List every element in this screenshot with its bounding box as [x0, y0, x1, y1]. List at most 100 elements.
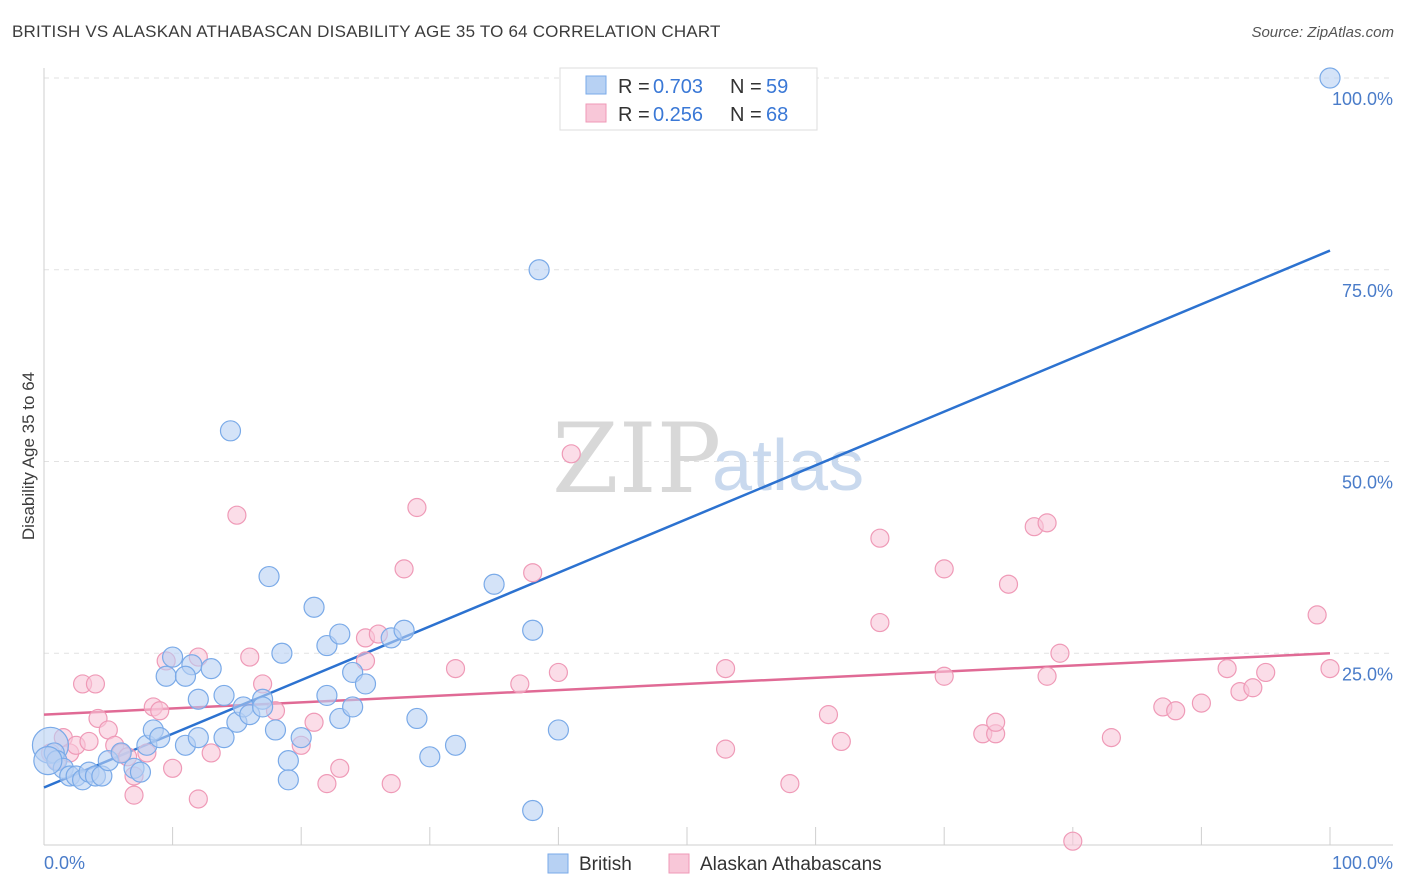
watermark-atlas: atlas	[712, 426, 864, 506]
legend-british-r-label: R =	[618, 76, 650, 98]
alaskan-point	[1050, 643, 1070, 663]
legend-british-r-value: 0.703	[653, 76, 703, 98]
legend-swatch-alaskan	[585, 103, 607, 123]
y-tick-label: 50.0%	[1342, 473, 1393, 493]
alaskan-point	[715, 739, 736, 759]
british-point	[213, 684, 235, 707]
british-point	[393, 619, 415, 641]
y-tick-label: 100.0%	[1332, 89, 1393, 109]
british-point	[162, 646, 184, 668]
bottom-legend-british: British	[579, 854, 632, 875]
alaskan-point	[998, 574, 1019, 594]
british-point	[213, 727, 235, 749]
british-point	[547, 719, 570, 741]
british-point	[129, 761, 152, 783]
chart-source: Source: ZipAtlas.com	[1251, 24, 1394, 41]
alaskan-point	[561, 444, 581, 464]
legend-alaskan-r-value: 0.256	[653, 104, 703, 126]
british-point	[483, 573, 505, 595]
alaskan-point	[1217, 658, 1237, 679]
alaskan-points	[40, 444, 1340, 851]
british-point	[444, 734, 467, 756]
alaskan-point	[381, 774, 401, 794]
alaskan-point	[355, 651, 376, 671]
legend-british-n-label: N =	[730, 76, 762, 98]
alaskan-point	[188, 789, 208, 809]
alaskan-point	[317, 774, 337, 794]
british-point	[33, 746, 63, 776]
alaskan-point	[1063, 831, 1083, 851]
british-point	[174, 665, 197, 687]
bottom-legend-swatch-alaskan	[668, 853, 690, 874]
alaskan-point	[304, 712, 324, 732]
legend-alaskan-n-label: N =	[730, 104, 762, 126]
alaskan-point	[510, 674, 530, 694]
legend-british-n-value: 59	[766, 76, 788, 98]
british-points	[31, 67, 1341, 822]
x-tick-label-min: 0.0%	[44, 853, 85, 873]
y-axis-label: Disability Age 35 to 64	[19, 372, 38, 540]
british-point	[110, 742, 132, 764]
alaskan-point	[780, 774, 800, 794]
alaskan-point	[1256, 662, 1276, 683]
y-tick-labels: 25.0% 50.0% 75.0% 100.0%	[1332, 89, 1393, 684]
alaskan-point	[870, 612, 890, 633]
british-point	[528, 259, 550, 281]
british-point	[316, 684, 338, 707]
alaskan-point	[548, 662, 569, 683]
y-tick-label: 75.0%	[1342, 281, 1393, 301]
alaskan-point	[85, 674, 106, 694]
alaskan-point	[79, 731, 99, 752]
legend-swatch-british	[585, 75, 607, 95]
british-point	[264, 719, 287, 741]
british-point	[290, 727, 312, 749]
bottom-legend: British Alaskan Athabascans	[547, 853, 882, 875]
alaskan-point	[1320, 658, 1340, 679]
british-point	[149, 727, 171, 749]
british-point	[406, 707, 428, 730]
alaskan-point	[1166, 701, 1186, 721]
british-point	[354, 673, 377, 695]
alaskan-point	[1191, 693, 1212, 713]
alaskan-point	[715, 658, 736, 679]
legend-alaskan-r-label: R =	[618, 104, 650, 126]
alaskan-point	[163, 758, 183, 778]
alaskan-point	[445, 658, 466, 679]
alaskan-point	[870, 528, 890, 548]
british-point	[187, 688, 209, 710]
axes	[43, 68, 1393, 846]
british-point	[419, 746, 441, 768]
british-point	[342, 696, 364, 718]
british-point	[522, 799, 544, 822]
chart-title: BRITISH VS ALASKAN ATHABASCAN DISABILITY…	[12, 22, 721, 41]
legend-alaskan-n-value: 68	[766, 104, 788, 126]
british-point	[303, 596, 325, 618]
alaskan-point	[330, 758, 350, 778]
british-point	[258, 565, 280, 588]
legend: R = 0.703 N = 59 R = 0.256 N = 68	[559, 67, 818, 131]
x-tick-label-max: 100.0%	[1332, 853, 1393, 873]
british-point	[252, 696, 274, 718]
alaskan-point	[986, 712, 1006, 732]
bottom-legend-alaskan: Alaskan Athabascans	[700, 854, 882, 875]
alaskan-point	[124, 785, 144, 805]
watermark-zip: ZIP	[552, 403, 721, 515]
british-point	[200, 657, 222, 680]
alaskan-point	[227, 505, 247, 525]
alaskan-point	[523, 563, 543, 583]
alaskan-point	[1037, 666, 1057, 686]
british-point	[1319, 67, 1341, 89]
british-point	[329, 623, 351, 645]
y-tick-label: 25.0%	[1342, 664, 1393, 684]
alaskan-point	[1243, 678, 1263, 698]
alaskan-point	[407, 497, 427, 518]
alaskan-point	[831, 731, 851, 752]
british-point	[522, 619, 544, 641]
british-point	[187, 727, 209, 749]
alaskan-point	[934, 666, 954, 686]
alaskan-point	[934, 559, 954, 579]
british-point	[155, 665, 177, 687]
british-point	[271, 642, 293, 664]
bottom-legend-swatch-british	[547, 853, 569, 874]
